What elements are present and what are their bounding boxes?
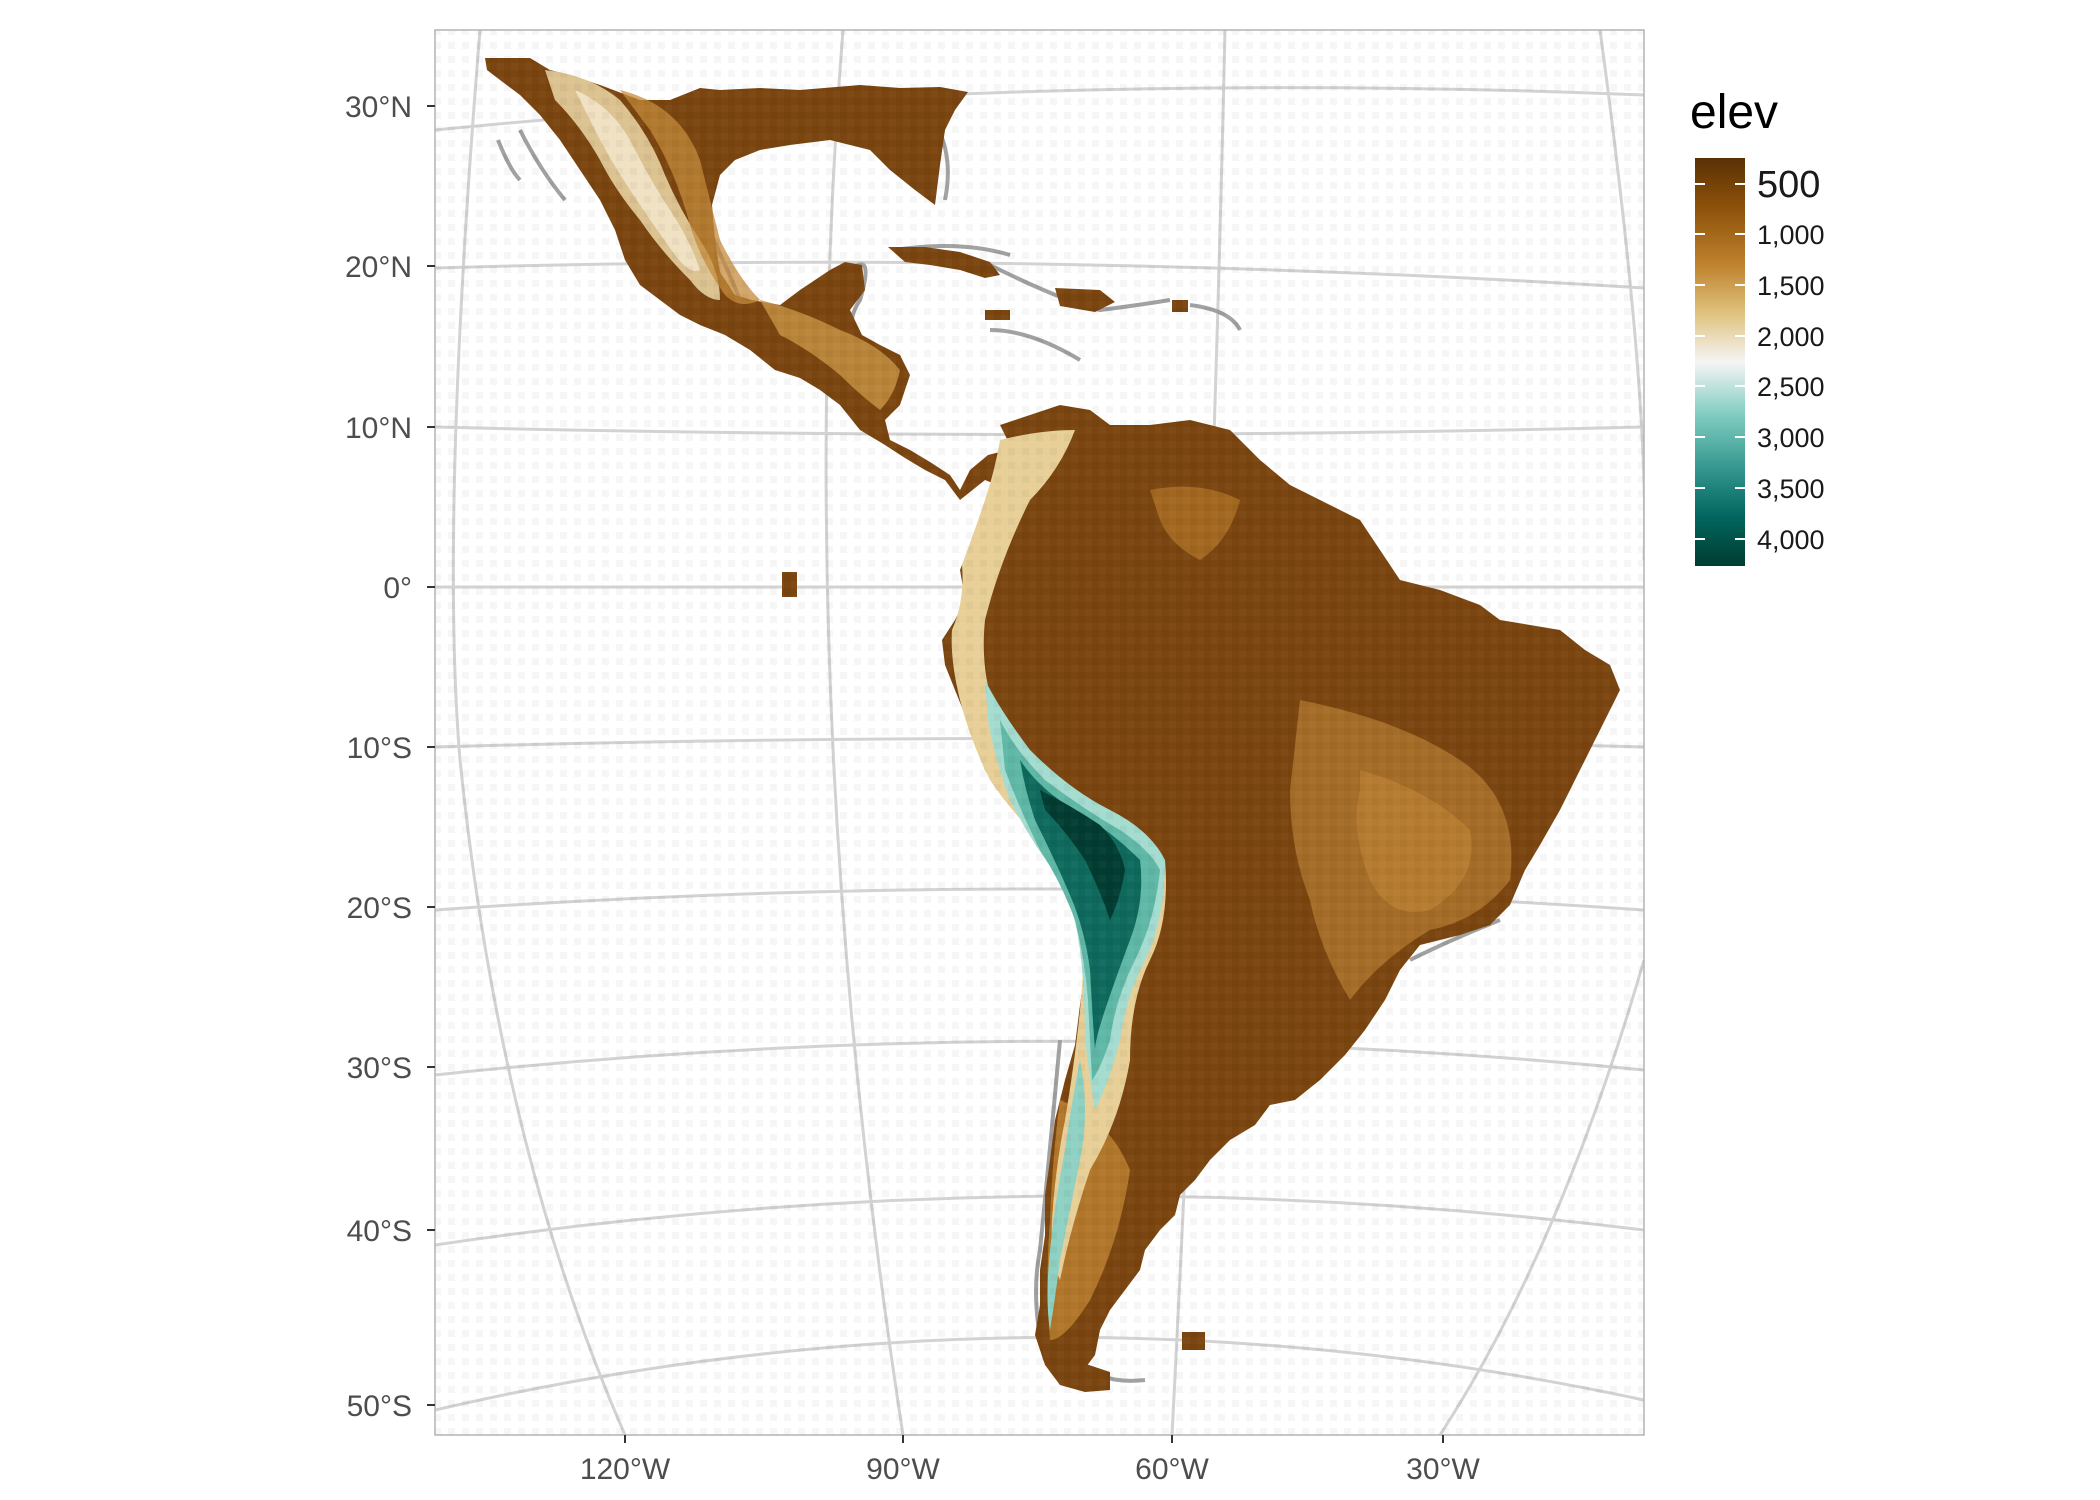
lat-label-10n: 10°N	[345, 412, 412, 445]
legend-label-2000: 2,000	[1757, 322, 1825, 352]
elevation-legend: elev 500 1,000 1,500 2,000 2,500 3,000 3…	[1690, 86, 1825, 566]
lat-label-0: 0°	[383, 572, 412, 605]
legend-colorbar-ticks	[1695, 183, 1745, 540]
lat-label-10s: 10°S	[347, 732, 412, 765]
map-panel-border	[434, 29, 1645, 1436]
longitude-labels: 120°W 90°W 60°W 30°W	[580, 1453, 1481, 1486]
lon-label-90w: 90°W	[866, 1453, 940, 1486]
legend-title: elev	[1690, 86, 1778, 139]
raster-pixel-texture	[435, 30, 1644, 1435]
legend-label-1500: 1,500	[1757, 271, 1825, 301]
axis-ticks	[427, 105, 1444, 1443]
legend-label-3000: 3,000	[1757, 423, 1825, 453]
legend-label-4000: 4,000	[1757, 525, 1825, 555]
legend-colorbar	[1695, 158, 1745, 566]
lat-label-30n: 30°N	[345, 91, 412, 124]
lon-label-120w: 120°W	[580, 1453, 671, 1486]
latitude-labels: 30°N 20°N 10°N 0° 10°S 20°S 30°S 40°S 50…	[345, 91, 412, 1423]
legend-label-2500: 2,500	[1757, 372, 1825, 402]
legend-label-1000: 1,000	[1757, 220, 1825, 250]
lat-label-20s: 20°S	[347, 892, 412, 925]
elevation-raster	[435, 30, 1644, 1435]
lon-label-60w: 60°W	[1135, 1453, 1209, 1486]
lat-label-40s: 40°S	[347, 1215, 412, 1248]
lat-label-20n: 20°N	[345, 251, 412, 284]
lat-label-30s: 30°S	[347, 1052, 412, 1085]
lon-label-30w: 30°W	[1406, 1453, 1480, 1486]
legend-label-3500: 3,500	[1757, 474, 1825, 504]
legend-label-500: 500	[1757, 164, 1820, 206]
lat-label-50s: 50°S	[347, 1390, 412, 1423]
